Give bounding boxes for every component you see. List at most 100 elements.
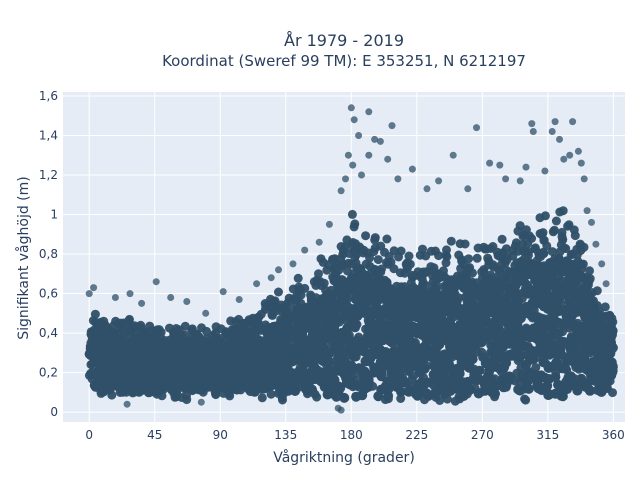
data-point — [143, 331, 153, 341]
data-point — [491, 362, 502, 373]
data-point — [464, 362, 475, 373]
data-point — [321, 333, 332, 344]
data-point — [381, 277, 392, 288]
data-point — [560, 384, 571, 395]
data-point-outlier — [337, 187, 345, 195]
data-point-outlier — [219, 288, 227, 296]
data-point — [350, 380, 361, 391]
data-point-outlier — [371, 135, 379, 143]
data-point — [411, 348, 422, 359]
data-point-outlier — [602, 280, 610, 288]
data-point — [240, 353, 251, 364]
data-point — [401, 378, 411, 388]
data-point — [572, 385, 583, 396]
data-point — [559, 288, 570, 299]
data-point — [362, 348, 373, 359]
data-point — [376, 241, 386, 251]
y-tick-label: 1,4 — [39, 128, 58, 142]
data-point — [289, 312, 300, 323]
data-point-outlier — [588, 218, 595, 226]
data-point — [377, 335, 388, 346]
data-point — [382, 383, 393, 394]
data-point — [197, 345, 208, 355]
data-point — [605, 346, 616, 357]
data-point-outlier — [435, 177, 443, 185]
data-points — [84, 104, 618, 414]
data-point — [292, 325, 303, 336]
data-point — [186, 345, 197, 356]
data-point — [168, 357, 179, 368]
data-point — [538, 228, 548, 238]
data-point — [540, 346, 551, 357]
data-point-outlier — [267, 274, 275, 282]
data-point — [575, 239, 585, 249]
data-point — [566, 371, 576, 382]
data-point — [402, 311, 413, 322]
y-tick-label: 1,6 — [39, 89, 58, 103]
data-point — [467, 354, 478, 365]
data-point — [222, 360, 233, 371]
x-tick-label: 315 — [536, 428, 559, 442]
data-point — [521, 395, 531, 405]
data-point — [277, 333, 288, 344]
data-point — [132, 368, 143, 378]
data-point — [179, 361, 189, 372]
data-point — [375, 286, 386, 297]
data-point — [524, 284, 535, 294]
data-point-outlier — [598, 260, 606, 268]
data-point — [538, 355, 549, 366]
data-point — [368, 306, 379, 317]
data-point — [584, 276, 594, 286]
data-point-outlier — [548, 128, 556, 135]
data-point — [419, 353, 430, 364]
data-point — [604, 329, 615, 340]
data-point — [565, 315, 576, 325]
data-point — [447, 372, 458, 383]
data-point — [454, 332, 465, 343]
data-point — [533, 334, 544, 345]
data-point — [312, 345, 323, 356]
data-point — [93, 331, 104, 342]
data-point — [330, 334, 341, 345]
data-point — [523, 343, 534, 354]
data-point — [400, 289, 411, 300]
data-point — [447, 345, 458, 356]
data-point — [567, 292, 578, 303]
data-point — [174, 325, 184, 335]
data-point — [446, 325, 457, 336]
data-point — [481, 280, 492, 291]
data-point — [278, 307, 288, 317]
data-point — [370, 366, 381, 377]
data-point — [548, 227, 558, 237]
data-point — [250, 361, 261, 372]
data-point — [567, 303, 578, 314]
data-point-outlier — [388, 122, 396, 130]
data-point — [492, 247, 502, 257]
data-point — [90, 309, 100, 319]
x-tick-label: 90 — [213, 428, 228, 442]
data-point — [165, 323, 174, 333]
data-point-outlier — [253, 280, 261, 288]
data-point — [243, 377, 254, 388]
data-point-outlier — [183, 298, 191, 305]
data-point — [479, 352, 490, 363]
data-point — [263, 370, 274, 381]
data-point — [589, 323, 600, 334]
x-axis-label: Vågriktning (grader) — [273, 449, 415, 466]
data-point — [402, 330, 413, 341]
data-point — [428, 353, 439, 364]
data-point — [293, 273, 303, 283]
data-point — [528, 310, 539, 321]
data-point — [501, 244, 511, 254]
data-point — [396, 386, 406, 397]
data-point — [332, 261, 341, 271]
data-point — [349, 351, 359, 362]
data-point — [494, 265, 504, 275]
chart-subtitle: Koordinat (Sweref 99 TM): E 353251, N 62… — [162, 52, 526, 70]
data-point — [468, 336, 479, 347]
data-point — [442, 245, 451, 255]
data-point — [540, 316, 550, 327]
data-point — [539, 235, 549, 245]
data-point-outlier — [111, 294, 119, 301]
data-point — [446, 309, 457, 320]
